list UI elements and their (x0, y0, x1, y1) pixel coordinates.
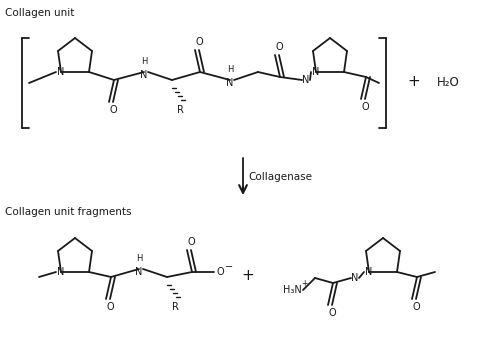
Text: N: N (365, 267, 373, 277)
Text: N: N (352, 273, 359, 283)
Text: H: H (227, 65, 233, 74)
Text: O: O (328, 308, 336, 318)
Text: +: + (408, 75, 421, 90)
Text: O: O (187, 237, 195, 247)
Text: R: R (176, 105, 183, 115)
Text: H: H (136, 254, 142, 263)
Text: −: − (225, 262, 233, 272)
Text: Collagen unit fragments: Collagen unit fragments (5, 207, 132, 217)
Text: O: O (275, 42, 283, 52)
Text: O: O (361, 102, 369, 112)
Text: Collagen unit: Collagen unit (5, 8, 74, 18)
Text: O: O (216, 267, 224, 277)
Text: H: H (141, 57, 147, 66)
Text: O: O (412, 302, 420, 312)
Text: N: N (141, 70, 148, 80)
Text: N: N (226, 78, 234, 88)
Text: +: + (301, 279, 307, 288)
Text: N: N (135, 267, 142, 277)
Text: N: N (312, 67, 319, 77)
Text: +: + (242, 267, 254, 283)
Text: N: N (302, 75, 310, 85)
Text: Collagenase: Collagenase (248, 172, 312, 182)
Text: H₃N: H₃N (283, 285, 302, 295)
Text: R: R (172, 302, 178, 312)
Text: O: O (109, 105, 117, 115)
Text: N: N (57, 67, 65, 77)
Text: O: O (195, 37, 203, 47)
Text: O: O (106, 302, 114, 312)
Text: H₂O: H₂O (437, 76, 459, 89)
Text: N: N (57, 267, 65, 277)
